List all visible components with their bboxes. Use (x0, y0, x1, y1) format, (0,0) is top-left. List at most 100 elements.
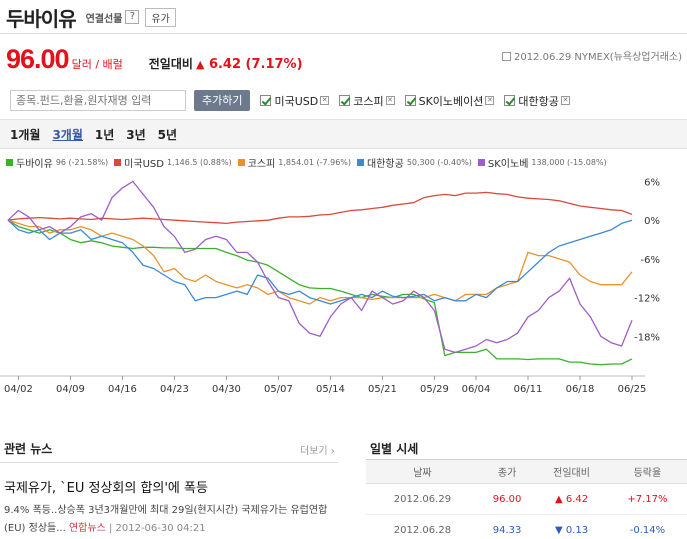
legend-swatch (477, 159, 485, 166)
y-tick-label: -12% (634, 294, 660, 305)
news-summary-text: 9.4% 폭등..상승폭 3년3개월만에 최대 29일(현지시간) 국제유가는 … (4, 505, 328, 534)
row-rate: -0.14% (607, 514, 687, 539)
row-change: ▼ 0.13 (535, 514, 608, 539)
legend-value: 138,000 (-15.08%) (531, 158, 607, 167)
legend-item: SK이노베 138,000 (-15.08%) (477, 155, 607, 170)
table-header-row: 날짜 종가 전일대비 등락율 (366, 459, 687, 484)
comparison-line-chart: 04/02 04/09 04/16 04/23 04/30 05/07 05/14 05/21… (0, 177, 660, 395)
legend-value: 1,146.5 (0.88%) (166, 158, 232, 167)
document-icon (501, 52, 511, 61)
compare-item-kospi[interactable]: 코스피 ✕ (339, 93, 395, 109)
news-source[interactable]: 연합뉴스 (68, 523, 106, 534)
price-change: ▲ 6.42 (7.17%) (196, 57, 303, 72)
legend-name: 대한항공 (367, 159, 404, 170)
compare-item-label: 코스피 (353, 94, 384, 108)
remove-icon[interactable]: ✕ (485, 96, 495, 105)
news-more-link[interactable]: 더보기 › (300, 446, 335, 457)
compare-item-label: 미국USD (274, 94, 319, 108)
column-header: 종가 (478, 459, 536, 484)
news-summary: 9.4% 폭등..상승폭 3년3개월만에 최대 29일(현지시간) 국제유가는 … (4, 502, 344, 538)
news-headline-link[interactable]: 국제유가, `EU 정상회의 합의'에 폭등 (4, 481, 208, 496)
x-tick-label: 04/30 (212, 384, 241, 395)
legend-name: SK이노베 (487, 159, 529, 170)
checkbox-checked-icon[interactable] (260, 95, 272, 106)
checkbox-checked-icon[interactable] (339, 95, 351, 106)
help-icon[interactable]: ? (125, 10, 140, 24)
tab-period-3y[interactable]: 3년 (126, 127, 146, 142)
remove-icon[interactable]: ✕ (320, 96, 330, 105)
x-tick-label: 06/18 (566, 384, 595, 395)
row-change-value: 0.13 (565, 524, 589, 536)
legend-item: 두바이유 96 (-21.58%) (6, 155, 108, 170)
contract-type-label: 연결선물 (85, 13, 123, 25)
up-triangle-icon: ▲ (195, 58, 205, 71)
legend-value: 96 (-21.58%) (55, 158, 109, 167)
title-row: 두바이유 연결선물 ? 유가 (6, 2, 176, 32)
news-divider (0, 462, 338, 463)
up-triangle-icon: ▲ (554, 493, 563, 505)
tab-period-3m[interactable]: 3개월 (52, 127, 83, 142)
row-change: ▲ 6.42 (535, 483, 608, 515)
price-meta: 2012.06.29 NYMEX(뉴욕상업거래소) (501, 48, 682, 63)
compare-item-label: SK이노베이션 (418, 94, 484, 108)
compare-search-input[interactable] (10, 90, 186, 111)
price-meta-text: 2012.06.29 NYMEX(뉴욕상업거래소) (513, 52, 682, 63)
series-line (7, 219, 633, 305)
down-triangle-icon: ▼ (554, 524, 563, 536)
compare-item-skinno[interactable]: SK이노베이션 ✕ (404, 93, 495, 109)
prev-day-label: 전일대비 (148, 57, 193, 71)
compare-row: 추가하기 미국USD✕ 코스피✕ SK이노베이션✕ 대한항공✕ (10, 90, 570, 111)
legend-swatch (6, 159, 13, 166)
legend-name: 미국USD (124, 159, 164, 170)
table-row: 2012.06.29 96.00 ▲ 6.42 +7.17% (366, 483, 687, 515)
compare-item-koreanair[interactable]: 대한항공 ✕ (504, 93, 570, 109)
column-header: 등락율 (607, 459, 687, 484)
daily-price-table: 날짜 종가 전일대비 등락율 2012.06.29 96.00 ▲ 6.42 +… (366, 459, 687, 539)
x-tick-label: 06/04 (462, 384, 491, 395)
series-line (7, 219, 633, 366)
legend-name: 코스피 (247, 159, 276, 170)
current-price: 96.00 (6, 44, 70, 74)
legend-item: 미국USD 1,146.5 (0.88%) (114, 155, 232, 170)
tab-period-1m[interactable]: 1개월 (10, 127, 41, 142)
chart-legend: 두바이유 96 (-21.58%) 미국USD 1,146.5 (0.88%) 코스… (6, 155, 613, 170)
daily-section-title: 일별 시세 (370, 442, 419, 456)
row-date: 2012.06.28 (366, 514, 479, 539)
series-line (7, 191, 633, 225)
legend-value: 1,854.01 (-7.96%) (278, 158, 352, 167)
x-tick-label: 05/14 (316, 384, 345, 395)
compare-item-usd[interactable]: 미국USD ✕ (260, 93, 330, 109)
row-close: 94.33 (478, 514, 536, 539)
news-section-title: 관련 뉴스 (4, 442, 53, 456)
tab-period-5y[interactable]: 5년 (157, 127, 178, 142)
tab-period-1y[interactable]: 1년 (94, 127, 115, 142)
row-close: 96.00 (478, 483, 536, 515)
remove-icon[interactable]: ✕ (560, 96, 570, 105)
legend-swatch (357, 159, 365, 166)
compare-item-label: 대한항공 (518, 94, 559, 108)
page-title: 두바이유 (6, 6, 77, 31)
period-tabs: 1개월 3개월 1년 3년 5년 (0, 119, 687, 149)
remove-icon[interactable]: ✕ (385, 96, 395, 105)
x-tick-label: 06/25 (618, 384, 647, 395)
legend-name: 두바이유 (16, 159, 53, 170)
add-compare-button[interactable]: 추가하기 (194, 90, 251, 111)
x-tick-label: 05/07 (264, 384, 293, 395)
y-tick-label: -18% (634, 332, 660, 343)
legend-swatch (237, 159, 245, 166)
y-tick-label: 0% (644, 216, 660, 227)
series-line (7, 180, 633, 354)
checkbox-checked-icon[interactable] (504, 95, 516, 106)
category-button[interactable]: 유가 (145, 7, 176, 27)
price-change-value: 6.42 (7.17%) (208, 57, 303, 72)
row-change-value: 6.42 (565, 493, 589, 505)
legend-item: 대한항공 50,300 (-0.40%) (357, 155, 472, 170)
price-row: 96.00 달러 / 배럴 전일대비 ▲ 6.42 (7.17%) 2012.0… (6, 44, 682, 75)
x-tick-label: 04/16 (108, 384, 137, 395)
price-unit: 달러 / 배럴 (71, 58, 123, 71)
news-date: | 2012-06-30 04:21 (108, 523, 206, 534)
row-rate: +7.17% (607, 483, 687, 515)
x-tick-label: 05/29 (420, 384, 449, 395)
title-divider (0, 33, 687, 34)
checkbox-checked-icon[interactable] (404, 95, 416, 106)
